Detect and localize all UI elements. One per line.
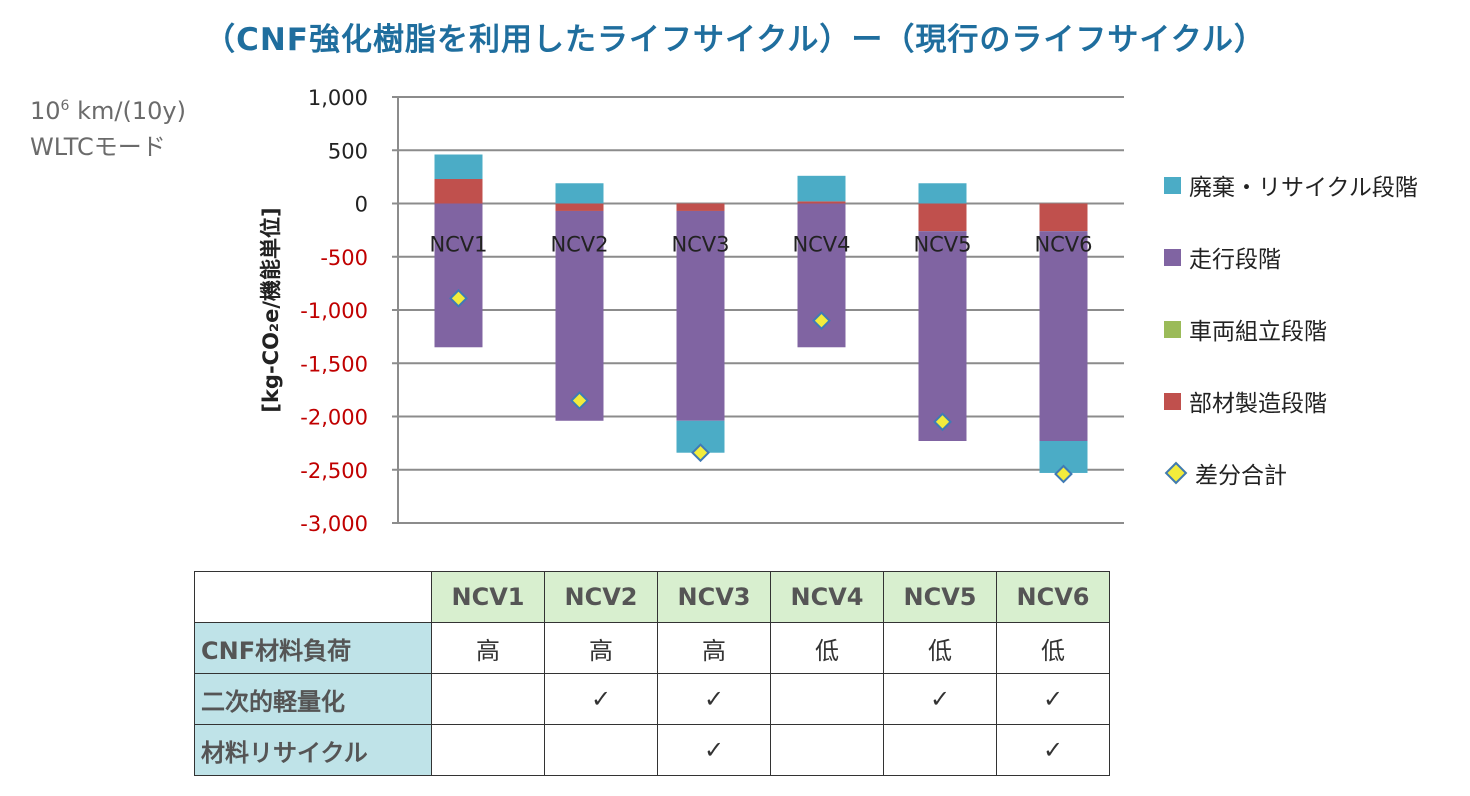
total-marker-NCV3: [691, 443, 710, 463]
total-marker-NCV2: [570, 391, 589, 410]
table-cell: 高: [657, 622, 771, 674]
y-tick-label: -1,000: [300, 299, 368, 323]
y-tick-label: 1,000: [308, 86, 368, 110]
total-marker-NCV6: [1054, 464, 1073, 484]
table-cell: 高: [431, 622, 545, 674]
legend-swatch: [1164, 176, 1181, 194]
table-cell: ✓: [996, 724, 1110, 776]
legend-item: 差分合計: [1164, 458, 1464, 489]
bar-segment-NCV1-0: [434, 179, 483, 204]
spec-table: NCV1 NCV2 NCV3 NCV4 NCV5 NCV6 CNF材料負荷高高高低低低二次的…: [194, 571, 1110, 776]
bar-segment-NCV2-2: [555, 210, 604, 421]
y-tick-label: -3,000: [300, 512, 368, 536]
y-tick-label: 0: [355, 193, 368, 217]
table-cell: [544, 724, 658, 776]
legend-label: 車両組立段階: [1189, 319, 1327, 345]
table-header-row: NCV1 NCV2 NCV3 NCV4 NCV5 NCV6: [194, 571, 1110, 623]
legend-item: 走行段階: [1164, 242, 1464, 273]
x-category-label: NCV5: [913, 233, 971, 257]
total-marker-NCV5: [933, 412, 952, 432]
legend-item: 部材製造段階: [1164, 386, 1464, 417]
table-cell: ✓: [657, 724, 771, 776]
y-tick-label: -2,000: [300, 406, 368, 430]
table-cell: 低: [883, 622, 997, 674]
x-category-label: NCV1: [429, 233, 487, 257]
x-category-label: NCV6: [1034, 233, 1092, 257]
table-corner: [194, 571, 432, 623]
bar-segment-NCV2-0: [555, 203, 604, 211]
distance-note: 106 km/(10y): [30, 97, 186, 125]
bar-segment-NCV5-3: [918, 183, 967, 204]
table-column-header: NCV2: [544, 571, 658, 623]
table-row: CNF材料負荷高高高低低低: [194, 622, 1110, 674]
table-column-header: NCV1: [431, 571, 545, 623]
table-row: 二次的軽量化 ✓ ✓ ✓ ✓: [194, 673, 1110, 725]
y-tick-label: -1,500: [300, 352, 368, 376]
bar-segment-NCV1-3: [434, 154, 483, 180]
bar-segment-NCV2-3: [555, 183, 604, 204]
table-cell: [770, 724, 884, 776]
y-tick-label: -500: [320, 246, 368, 270]
legend-item: 廃棄・リサイクル段階: [1164, 170, 1464, 201]
bar-segment-NCV5-2: [918, 231, 967, 441]
x-category-label: NCV3: [671, 233, 729, 257]
table-cell: ✓: [657, 673, 771, 725]
y-tick-label: -2,500: [300, 459, 368, 483]
table-row: 材料リサイクル ✓ ✓: [194, 724, 1110, 776]
table-row-header: CNF材料負荷: [194, 622, 432, 674]
table-cell: [883, 724, 997, 776]
stacked-bar-chart: 1,000 500 0 -500 -1,000 -1,500 -2,000 -2,500 -3,…: [300, 86, 1124, 536]
bar-segment-NCV1-2: [434, 203, 483, 348]
bar-segment-NCV4-3: [797, 175, 846, 202]
total-marker-NCV1: [449, 288, 468, 308]
table-cell: [431, 673, 545, 725]
bar-segment-NCV6-2: [1039, 231, 1088, 441]
table-cell: 低: [996, 622, 1110, 674]
bar-segment-NCV6-0: [1039, 203, 1088, 232]
x-category-label: NCV2: [550, 233, 608, 257]
conditions-note: 106 km/(10y) WLTCモード: [30, 88, 186, 165]
table-column-header: NCV3: [657, 571, 771, 623]
total-marker-NCV4: [812, 311, 831, 331]
y-tick-label: 500: [328, 139, 368, 163]
legend-label: 走行段階: [1189, 247, 1281, 273]
table-row-header: 材料リサイクル: [194, 724, 432, 776]
legend-item: 車両組立段階: [1164, 314, 1464, 345]
table-row-header: 二次的軽量化: [194, 673, 432, 725]
legend-swatch: [1164, 392, 1181, 410]
table-cell: [770, 673, 884, 725]
table-cell: ✓: [883, 673, 997, 725]
legend-label: 部材製造段階: [1189, 391, 1327, 417]
bar-segment-NCV5-0: [918, 203, 967, 232]
mode-note: WLTCモード: [30, 133, 166, 161]
legend-swatch: [1164, 248, 1181, 266]
legend-label: 差分合計: [1195, 463, 1287, 489]
table-cell: ✓: [544, 673, 658, 725]
table-cell: 低: [770, 622, 884, 674]
table-column-header: NCV4: [770, 571, 884, 623]
table-cell: ✓: [996, 673, 1110, 725]
bar-segment-NCV3-2: [676, 210, 725, 421]
bar-segment-NCV4-0: [797, 201, 846, 204]
table-cell: 高: [544, 622, 658, 674]
chart-title: （CNF強化樹脂を利用したライフサイクル）ー（現行のライフサイクル）: [204, 22, 1266, 58]
table-column-header: NCV6: [996, 571, 1110, 623]
legend-label: 廃棄・リサイクル段階: [1189, 175, 1418, 201]
diamond-marker-icon: [1164, 461, 1188, 485]
table-cell: [431, 724, 545, 776]
x-category-label: NCV4: [792, 233, 850, 257]
table-column-header: NCV5: [883, 571, 997, 623]
legend-swatch: [1164, 320, 1181, 338]
bar-segment-NCV3-0: [676, 203, 725, 211]
